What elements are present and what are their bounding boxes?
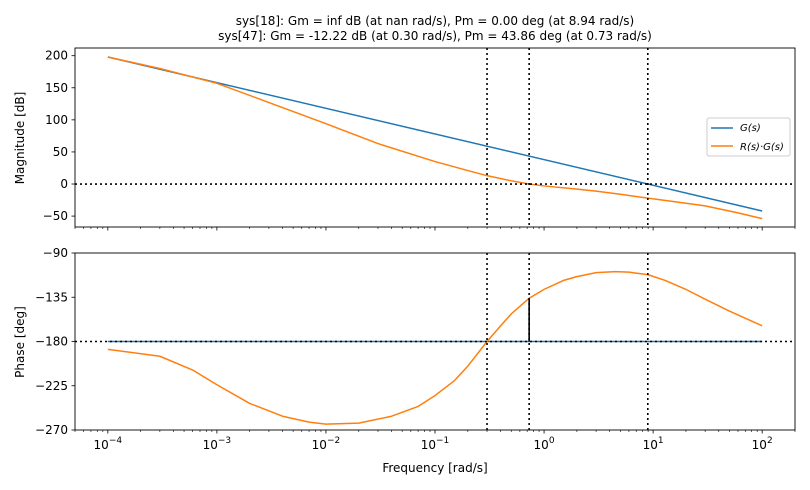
phase-series-rg <box>107 270 763 425</box>
x-tick-label: 100 <box>534 436 555 452</box>
magnitude-y-tick-label: 50 <box>53 145 68 159</box>
x-axis-label: Frequency [rad/s] <box>382 461 487 475</box>
phase-y-axis-label: Phase [deg] <box>13 306 27 378</box>
legend-label-rg: R(s)·G(s) <box>740 142 784 153</box>
phase-y-tick-label: −135 <box>35 290 68 304</box>
magnitude-y-tick-label: 0 <box>60 177 68 191</box>
magnitude-y-tick-label: 200 <box>45 49 68 63</box>
magnitude-axes-frame <box>74 47 796 228</box>
x-tick-label: 102 <box>752 436 773 452</box>
magnitude-panel: −50 0 50 100 150 200 Magnitude [dB] G(s) R(s)… <box>13 47 796 231</box>
legend-label-g: G(s) <box>740 123 761 134</box>
magnitude-y-tick-label: 150 <box>45 81 68 95</box>
phase-y-tick-label: −225 <box>35 379 68 393</box>
magnitude-y-tick-label: −50 <box>43 209 68 223</box>
x-tick-label: 101 <box>643 436 664 452</box>
x-tick-label: 10−1 <box>421 436 450 452</box>
magnitude-y-tick-label: 100 <box>45 113 68 127</box>
phase-y-tick-label: −270 <box>35 423 68 437</box>
magnitude-plot-area: −50 0 50 100 150 200 <box>43 48 796 231</box>
magnitude-y-axis-label: Magnitude [dB] <box>13 92 27 185</box>
legend[interactable]: G(s) R(s)·G(s) <box>706 117 791 157</box>
chart-title-line-2: sys[47]: Gm = -12.22 dB (at 0.30 rad/s),… <box>218 29 652 43</box>
x-tick-label: 10−3 <box>203 436 232 452</box>
x-tick-label: 10−2 <box>312 436 341 452</box>
phase-panel: 10−4 10−3 10−2 10−1 100 101 102 −270 −225 −180 −13… <box>13 246 796 475</box>
x-tick-label: 10−4 <box>94 436 123 452</box>
chart-title-line-1: sys[18]: Gm = inf dB (at nan rad/s), Pm … <box>236 14 634 28</box>
phase-axes-frame <box>74 252 796 431</box>
magnitude-series-rg <box>107 56 763 220</box>
phase-plot-area: 10−4 10−3 10−2 10−1 100 101 102 −270 −225 −180 −13… <box>35 246 796 452</box>
phase-y-tick-label: −180 <box>35 335 68 349</box>
phase-y-tick-label: −90 <box>43 246 68 260</box>
